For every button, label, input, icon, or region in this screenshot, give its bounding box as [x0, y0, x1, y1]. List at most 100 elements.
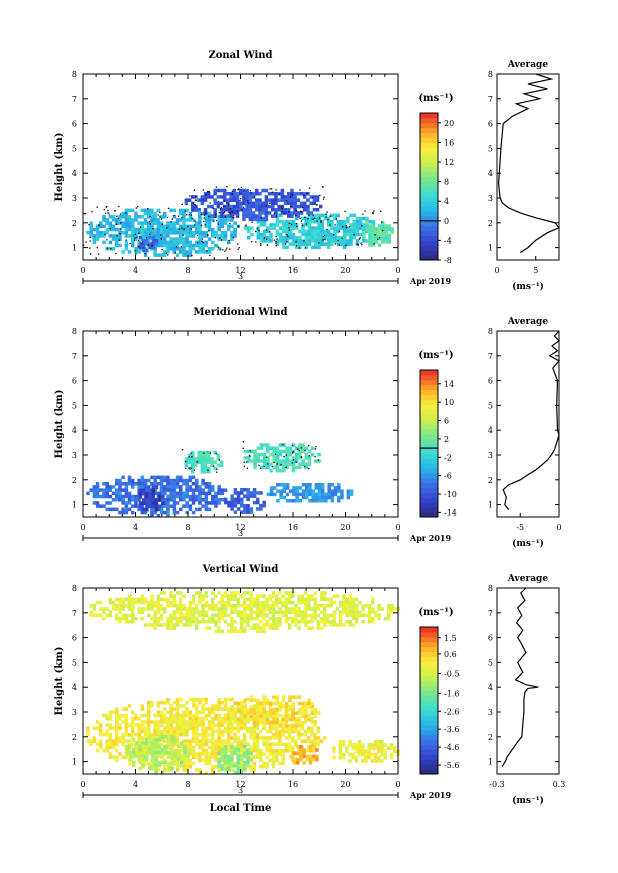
heatmap-cell-0: [156, 620, 161, 624]
heatmap-cell-1: [294, 216, 299, 221]
heatmap-cell-3: [261, 211, 265, 215]
average-profile-line: [501, 587, 539, 767]
heatmap-cell-3: [321, 483, 325, 487]
heatmap-cell-0: [323, 607, 327, 611]
heatmap-cell-2: [281, 705, 286, 709]
heatmap-cell-1: [143, 729, 148, 734]
average-frame: [496, 587, 560, 775]
heatmap-cell-3: [239, 204, 243, 209]
heatmap-cell-1: [255, 742, 260, 747]
heatmap-cell-1: [201, 752, 205, 756]
contour-mark: [232, 216, 234, 219]
heatmap-cell-4: [246, 764, 250, 768]
heatmap-cell-2: [291, 708, 295, 712]
heatmap-cell-0: [131, 243, 135, 248]
heatmap-cell-1: [265, 749, 269, 753]
average-y-tick-label: 2: [488, 476, 493, 485]
heatmap-cell-3: [279, 483, 283, 487]
heatmap-cell-4: [203, 450, 208, 455]
heatmap-cell-0: [265, 613, 269, 618]
heatmap-cell-1: [268, 742, 273, 747]
heatmap-cell-0: [108, 507, 113, 512]
heatmap-cell-0: [127, 620, 132, 624]
heatmap-cell-0: [319, 626, 324, 630]
heatmap-cell-3: [290, 195, 294, 199]
heatmap-cell-0: [259, 613, 263, 618]
contour-mark: [223, 211, 226, 213]
heatmap-cell-1: [291, 232, 296, 237]
contour-mark: [192, 202, 194, 204]
heatmap-cell-0: [211, 591, 215, 595]
contour-mark: [115, 223, 118, 225]
heatmap-cell-1: [204, 717, 209, 721]
heatmap-cell-0: [143, 231, 148, 235]
heatmap-cell-1: [191, 701, 196, 705]
contour-mark: [109, 228, 111, 230]
heatmap-cell-1: [230, 720, 234, 724]
heatmap-cell-0: [89, 227, 93, 232]
contour-mark: [288, 211, 290, 213]
contour-mark: [380, 210, 382, 212]
heatmap-cell-0: [249, 594, 253, 598]
heatmap-cell-1: [175, 707, 180, 711]
heatmap-cell-4: [148, 245, 152, 249]
heatmap-cell-1: [204, 771, 209, 775]
heatmap-cell-3: [349, 489, 354, 493]
heatmap-cell-1: [262, 739, 266, 743]
heatmap-cell-1: [346, 242, 350, 246]
heatmap-cell-3: [287, 211, 291, 215]
heatmap-cell-0: [175, 247, 180, 251]
heatmap-cell-1: [137, 723, 141, 727]
heatmap-cell-2: [240, 504, 244, 508]
heatmap-cell-1: [249, 765, 253, 769]
heatmap-cell-0: [233, 626, 237, 630]
heatmap-cell-3: [264, 195, 269, 199]
heatmap-cell-2: [297, 721, 302, 725]
heatmap-cell-3: [308, 489, 312, 493]
heatmap-cell-1: [271, 761, 276, 766]
heatmap-cell-0: [172, 501, 177, 505]
heatmap-cell-0: [89, 604, 93, 608]
heatmap-cell-0: [195, 620, 199, 624]
colorbar-segment: [420, 384, 438, 391]
heatmap-cell-3: [274, 192, 278, 196]
heatmap-cell-1: [333, 226, 337, 230]
heatmap-cell-2: [275, 714, 279, 719]
heatmap-cell-5: [275, 459, 280, 463]
heatmap-cell-5: [282, 462, 286, 466]
heatmap-cell-0: [172, 510, 177, 515]
heatmap-cell-1: [268, 752, 273, 756]
heatmap-cell-0: [291, 607, 295, 611]
heatmap-cell-1: [207, 739, 212, 743]
heatmap-cell-0: [220, 597, 225, 602]
heatmap-cell-2: [304, 711, 308, 715]
heatmap-cell-0: [166, 478, 170, 483]
heatmap-cell-1: [207, 745, 212, 750]
heatmap-cell-3: [279, 495, 283, 500]
heatmap-cell-0: [175, 616, 180, 621]
heatmap-cell-1: [307, 232, 312, 237]
heatmap-cell-0: [220, 498, 225, 502]
heatmap-cell-0: [140, 510, 145, 515]
heatmap-cell-3: [317, 495, 322, 500]
heatmap-cell-5: [275, 446, 280, 450]
heatmap-cell-0: [169, 237, 173, 241]
heatmap-cell-4: [203, 463, 208, 468]
heatmap-cell-0: [284, 610, 289, 614]
heatmap-cell-3: [135, 751, 139, 755]
heatmap-cell-0: [262, 626, 266, 630]
average-frame: [496, 330, 560, 518]
heatmap-cell-2: [275, 724, 279, 728]
heatmap-cell-0: [367, 604, 372, 608]
heatmap-cell-0: [156, 604, 161, 608]
heatmap-cell-0: [268, 616, 273, 621]
heatmap-cell-3: [293, 201, 297, 206]
heatmap-cell-3: [170, 747, 174, 752]
heatmap-cell-1: [246, 697, 250, 702]
heatmap-cell-5: [307, 459, 312, 463]
colorbar-segment: [420, 419, 438, 425]
heatmap-cell-0: [166, 604, 170, 608]
